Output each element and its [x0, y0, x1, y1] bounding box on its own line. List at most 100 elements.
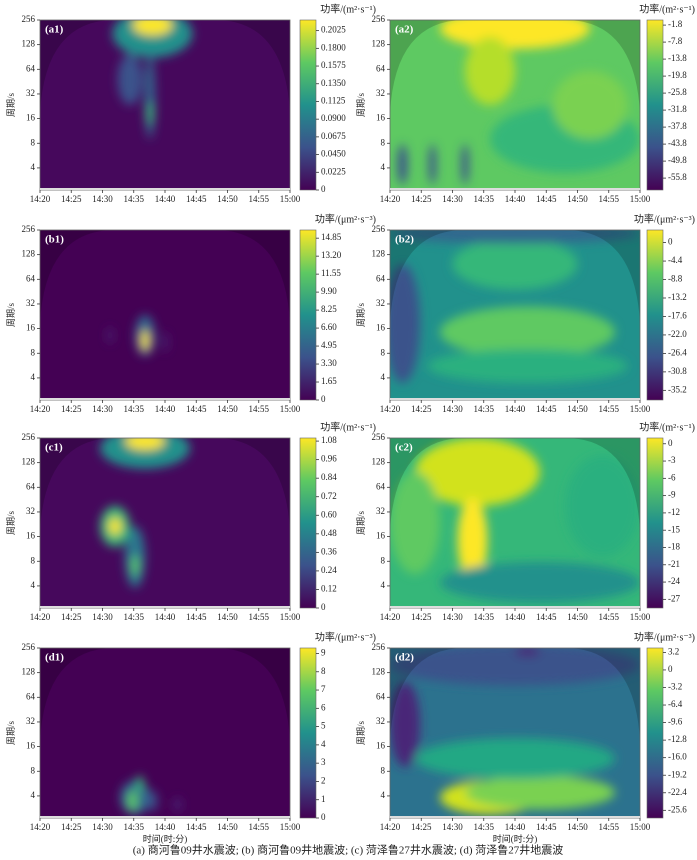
y-tick-label: 16: [26, 741, 36, 751]
colorbar-tick-label: 8.25: [321, 304, 337, 314]
x-tick-label: 14:45: [186, 612, 207, 622]
colorbar-tick-label: 0.36: [321, 546, 337, 556]
spectrum: [390, 20, 640, 190]
x-tick-label: 14:50: [567, 612, 588, 622]
y-tick-label: 16: [26, 323, 36, 333]
x-tick-label: 14:55: [248, 194, 269, 204]
spectrum-blob: [440, 562, 640, 603]
y-tick-label: 4: [381, 790, 386, 800]
x-tick-label: 14:25: [61, 612, 82, 622]
spectrum-blobs: [100, 438, 190, 588]
x-tick-label: 15:00: [280, 194, 301, 204]
y-tick-label: 8: [381, 137, 386, 147]
y-tick-label: 128: [22, 39, 36, 49]
y-tick-label: 4: [381, 580, 386, 590]
x-tick-label: 14:55: [598, 404, 619, 414]
y-tick-label: 64: [26, 273, 36, 283]
colorbar-tick-label: 3.30: [321, 358, 337, 368]
x-tick-label: 14:40: [505, 194, 526, 204]
y-axis-label: 周期/s: [356, 93, 366, 118]
spectrum-blob: [112, 20, 193, 58]
spectrum-blob: [125, 438, 165, 450]
y-tick-label: 32: [26, 88, 35, 98]
x-tick-label: 14:50: [217, 404, 238, 414]
x-tick-label: 14:25: [411, 822, 432, 832]
colorbar-tick-label: -18: [668, 542, 680, 552]
spectrum-blob: [452, 238, 578, 290]
x-tick-label: 14:25: [411, 404, 432, 414]
x-tick-label: 14:45: [186, 404, 207, 414]
colorbar-tick-label: -12.8: [668, 734, 687, 744]
spectrum-bg: [40, 230, 290, 400]
colorbar-tick-label: 4: [321, 739, 326, 749]
spectrum-blob: [117, 54, 143, 105]
colorbar-tick-label: -21: [668, 559, 680, 569]
y-tick-label: 64: [26, 63, 36, 73]
colorbar-tick-label: -25.6: [668, 804, 687, 814]
colorbar-tick-label: -3: [668, 455, 676, 465]
colorbar-tick-label: 0.0675: [321, 131, 346, 141]
spectrum-blob: [145, 54, 155, 139]
spectrum-blob: [173, 797, 182, 812]
y-tick-label: 8: [381, 555, 386, 565]
colorbar-tick-label: -6: [668, 472, 676, 482]
y-tick-label: 32: [376, 298, 385, 308]
colorbar-tick-label: 6.60: [321, 322, 337, 332]
y-tick-label: 128: [22, 249, 36, 259]
x-tick-label: 14:40: [155, 194, 176, 204]
spectrum: [40, 20, 290, 190]
colorbar-tick-label: -13.8: [668, 53, 687, 63]
spectrum: [40, 648, 290, 818]
colorbar-tick-label: -9: [668, 490, 676, 500]
y-tick-label: 256: [22, 224, 36, 234]
cone-of-influence: [40, 230, 115, 324]
y-tick-label: 16: [376, 741, 386, 751]
x-tick-label: 14:40: [155, 612, 176, 622]
spectrum-blobs: [112, 20, 193, 139]
y-axis-label: 周期/s: [6, 511, 16, 536]
spectrum-blob: [390, 230, 640, 244]
y-tick-label: 8: [31, 347, 36, 357]
y-tick-label: 4: [31, 790, 36, 800]
y-tick-label: 128: [22, 667, 36, 677]
spectrum-blob: [390, 648, 640, 686]
x-tick-label: 14:50: [217, 194, 238, 204]
colorbar-tick-label: 0.1575: [321, 60, 346, 70]
spectrum-blob: [390, 472, 440, 574]
colorbar-tick-label: -35.2: [668, 384, 687, 394]
y-tick-label: 128: [372, 667, 386, 677]
x-tick-label: 14:35: [473, 822, 494, 832]
colorbar-tick-label: -22.4: [668, 787, 687, 797]
x-tick-label: 14:20: [380, 194, 401, 204]
y-tick-label: 256: [372, 432, 386, 442]
colorbar-tick-label: -4.4: [668, 255, 683, 265]
colorbar-tick-label: 0: [321, 394, 326, 404]
colorbar-tick-label: -15: [668, 524, 680, 534]
y-tick-label: 32: [26, 716, 35, 726]
colorbar-title: 功率/(μm²·s⁻³): [634, 212, 695, 225]
cone-of-influence: [565, 230, 640, 324]
x-axis-label: 时间(时:分): [143, 833, 188, 844]
spectrum-blob: [390, 264, 420, 383]
spectrum-blob: [162, 332, 168, 353]
colorbar-tick-label: 2: [321, 776, 326, 786]
x-tick-label: 14:25: [61, 404, 82, 414]
spectrum-blob: [440, 20, 590, 49]
x-tick-label: 14:50: [567, 404, 588, 414]
x-tick-label: 15:00: [630, 194, 651, 204]
colorbar-tick-label: -19.2: [668, 769, 687, 779]
cone-of-influence: [565, 438, 640, 532]
x-tick-label: 14:30: [92, 612, 113, 622]
spectrum-blob: [465, 37, 515, 105]
y-tick-label: 32: [376, 88, 385, 98]
spectrum-blob: [136, 775, 144, 793]
colorbar-tick-label: -49.8: [668, 155, 687, 165]
spectrum-blob: [457, 497, 488, 583]
spectrum-blob: [465, 775, 615, 810]
colorbar-tick-label: 0.0450: [321, 149, 346, 159]
colorbar-tick-label: 0: [321, 184, 326, 194]
colorbar-tick-label: -7.8: [668, 36, 683, 46]
x-tick-label: 14:55: [248, 612, 269, 622]
panel-label: (c1): [45, 442, 63, 454]
spectrum-blob: [100, 438, 190, 469]
